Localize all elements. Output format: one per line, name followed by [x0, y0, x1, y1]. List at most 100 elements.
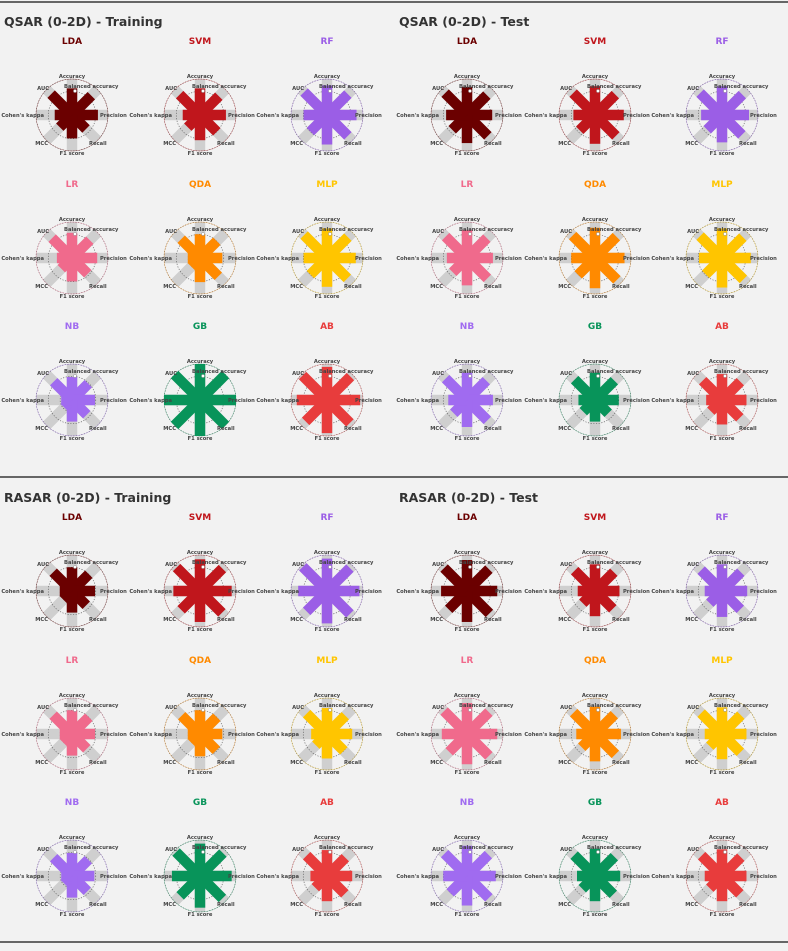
bar-f1-score [66, 591, 78, 613]
bar-f1-score [194, 734, 206, 757]
center-marker [596, 232, 600, 236]
bar-f1-score [716, 591, 728, 617]
outer-ring [430, 221, 504, 295]
metric-label: Precision [355, 732, 382, 738]
metric-label: Cohen's kappa [129, 398, 172, 404]
bar-accuracy [589, 86, 601, 115]
metric-label: Recall [217, 617, 235, 623]
metric-label: F1 score [710, 770, 735, 776]
metric-label: Balanced accuracy [64, 845, 119, 851]
metric-label: Cohen's kappa [256, 589, 299, 595]
metric-label: Cohen's kappa [524, 398, 567, 404]
chart-model-title: QDA [189, 180, 211, 190]
metric-label: Cohen's kappa [1, 732, 44, 738]
bar-f1-score [589, 591, 601, 617]
chart-model-title: QDA [189, 656, 211, 666]
center-marker [468, 374, 472, 378]
metric-label: Balanced accuracy [714, 369, 769, 375]
bar-f1-score [66, 876, 78, 898]
outer-ring [685, 554, 759, 628]
metric-label: Cohen's kappa [396, 874, 439, 880]
polar-chart-rasar-training-rf: RF Accuracy Balanced accuracy Precision Reca… [256, 513, 382, 633]
center-marker [201, 565, 205, 569]
chart-model-title: GB [588, 322, 602, 332]
metric-label: MCC [558, 426, 571, 432]
bar-auc [441, 374, 471, 404]
bar-f1-score [461, 115, 473, 144]
chart-model-title: LR [66, 180, 79, 190]
chart-model-title: GB [193, 798, 207, 808]
metric-label: Cohen's kappa [1, 256, 44, 262]
center-marker [468, 565, 472, 569]
metric-label: Recall [612, 426, 630, 432]
bar-auc [300, 88, 331, 119]
metric-label: Accuracy [454, 550, 481, 556]
metric-label: Cohen's kappa [129, 256, 172, 262]
polar-chart-qsar-test-ab: AB Accuracy Balanced accuracy Precision Reca… [651, 322, 777, 442]
panel-title-qsar-test: QSAR (0-2D) - Test [399, 14, 530, 29]
chart-model-title: MLP [316, 656, 338, 666]
polar-chart-qsar-training-nb: NB Accuracy Balanced accuracy Precision Reca… [1, 322, 127, 442]
panel-title-rasar-training: RASAR (0-2D) - Training [4, 490, 172, 505]
metric-label: Recall [612, 760, 630, 766]
bar-accuracy [321, 708, 333, 734]
metric-label: AUC [687, 847, 699, 853]
metric-label: AUC [292, 229, 304, 235]
outer-ring [163, 839, 237, 913]
center-marker [723, 708, 727, 712]
metric-label: Cohen's kappa [651, 589, 694, 595]
outer-ring [163, 697, 237, 771]
outer-ring [35, 839, 109, 913]
metric-label: AUC [165, 371, 177, 377]
metric-label: AUC [165, 562, 177, 568]
metric-label: Precision [355, 113, 382, 119]
metric-label: MCC [35, 902, 48, 908]
metric-label: F1 score [315, 436, 340, 442]
metric-label: Recall [344, 141, 362, 147]
metric-label: Cohen's kappa [1, 589, 44, 595]
metric-label: F1 score [60, 436, 85, 442]
metric-label: Precision [623, 589, 650, 595]
metric-label: Accuracy [709, 693, 736, 699]
bottom-divider [0, 941, 788, 943]
metric-label: Balanced accuracy [459, 560, 514, 566]
metric-label: Balanced accuracy [64, 703, 119, 709]
metric-label: AUC [292, 86, 304, 92]
metric-label: F1 score [583, 627, 608, 633]
metric-label: Accuracy [59, 550, 86, 556]
metric-label: Recall [344, 284, 362, 290]
outer-ring [558, 363, 632, 437]
bar-f1-score [461, 591, 473, 622]
bar-auc [175, 90, 204, 119]
metric-label: AUC [37, 229, 49, 235]
metric-label: F1 score [188, 770, 213, 776]
metric-label: Accuracy [187, 217, 214, 223]
bar-auc [696, 232, 726, 262]
metric-label: Precision [495, 398, 522, 404]
center-marker [201, 232, 205, 236]
metric-label: Balanced accuracy [192, 560, 247, 566]
metric-label: F1 score [455, 770, 480, 776]
metric-label: AUC [560, 86, 572, 92]
metric-label: Recall [217, 141, 235, 147]
metric-label: Accuracy [59, 835, 86, 841]
metric-label: Recall [344, 426, 362, 432]
metric-label: Precision [750, 732, 777, 738]
metric-label: AUC [292, 847, 304, 853]
center-marker [73, 565, 77, 569]
metric-label: Cohen's kappa [524, 256, 567, 262]
metric-label: Cohen's kappa [524, 732, 567, 738]
grid-circle [47, 851, 97, 901]
metric-label: Precision [495, 732, 522, 738]
metric-label: F1 score [60, 912, 85, 918]
metric-label: Recall [484, 284, 502, 290]
bar-accuracy [321, 558, 333, 591]
metric-label: AUC [560, 229, 572, 235]
metric-label: Precision [750, 398, 777, 404]
bar-auc [49, 711, 76, 738]
metric-label: MCC [558, 617, 571, 623]
bar-auc [698, 376, 726, 404]
metric-label: Recall [89, 284, 107, 290]
metric-label: Precision [750, 589, 777, 595]
polar-chart-rasar-test-nb: NB Accuracy Balanced accuracy Precision Reca… [396, 798, 522, 918]
